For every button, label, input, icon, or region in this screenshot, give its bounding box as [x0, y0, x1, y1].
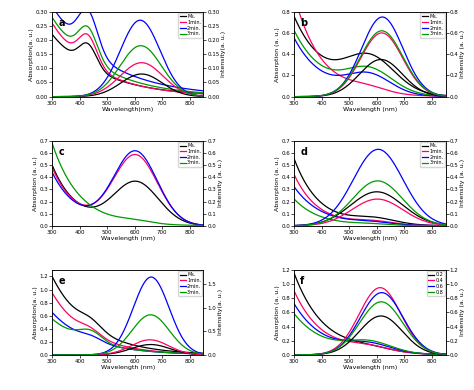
X-axis label: Wavelength (nm): Wavelength (nm): [343, 107, 397, 112]
Y-axis label: Absorption (a. u.): Absorption (a. u.): [275, 285, 280, 340]
Y-axis label: Intensity (a. u.): Intensity (a. u.): [460, 159, 465, 207]
Text: f: f: [301, 276, 305, 286]
Text: e: e: [58, 276, 65, 286]
X-axis label: Wavelength (nm): Wavelength (nm): [100, 236, 155, 241]
Y-axis label: Absorption (a. u.): Absorption (a. u.): [275, 156, 280, 211]
Text: d: d: [301, 147, 307, 157]
Text: b: b: [301, 18, 308, 28]
Y-axis label: Intensity(a. u.): Intensity(a. u.): [221, 31, 226, 77]
Y-axis label: Absorption (a. u.): Absorption (a. u.): [33, 156, 38, 211]
Legend: Ms., 1min., 2min., 3min.: Ms., 1min., 2min., 3min.: [420, 12, 445, 38]
X-axis label: Wavelength(nm): Wavelength(nm): [101, 107, 154, 112]
X-axis label: Wavelength (nm): Wavelength (nm): [343, 365, 397, 370]
Legend: Ms., 1min., 2min., 3min.: Ms., 1min., 2min., 3min.: [178, 12, 202, 38]
Y-axis label: Intensity(a. u.): Intensity(a. u.): [218, 289, 223, 335]
X-axis label: Wavelength (nm): Wavelength (nm): [343, 236, 397, 241]
Text: c: c: [58, 147, 64, 157]
X-axis label: Wavelength (nm): Wavelength (nm): [100, 365, 155, 370]
Y-axis label: Absorption(a. u.): Absorption(a. u.): [29, 28, 34, 81]
Y-axis label: Absorption (a. u.): Absorption (a. u.): [275, 27, 280, 82]
Text: a: a: [58, 18, 64, 28]
Y-axis label: Intensity (a. u.): Intensity (a. u.): [460, 30, 465, 78]
Y-axis label: Intensity (a. u.): Intensity (a. u.): [218, 159, 223, 207]
Legend: Ms., 1min., 2min., 3min.: Ms., 1min., 2min., 3min.: [420, 142, 445, 167]
Legend: Ms., 1min., 2min., 3min.: Ms., 1min., 2min., 3min.: [178, 271, 202, 296]
Y-axis label: Intensity (a. u.): Intensity (a. u.): [460, 288, 465, 337]
Legend: 0.2, 0.4, 0.6, 0.8: 0.2, 0.4, 0.6, 0.8: [427, 271, 445, 296]
Legend: Ms., 1min., 2min., 3min.: Ms., 1min., 2min., 3min.: [178, 142, 202, 167]
Y-axis label: Absorption(a. u.): Absorption(a. u.): [33, 286, 38, 339]
